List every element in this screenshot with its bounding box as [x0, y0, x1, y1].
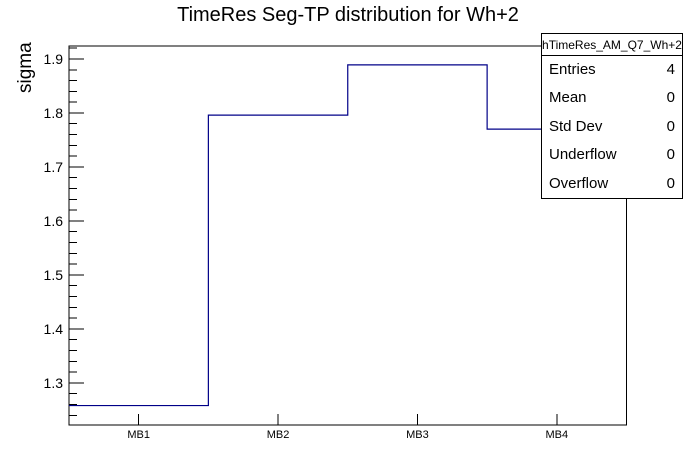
x-tick-label: MB3 [406, 429, 429, 441]
x-tick-label: MB4 [546, 429, 569, 441]
x-tick-label: MB1 [127, 429, 150, 441]
plot-frame [68, 45, 627, 426]
stat-value: 0 [666, 146, 675, 164]
stat-label: Overflow [549, 174, 609, 192]
stat-value: 0 [666, 174, 675, 192]
stats-box-header: hTimeRes_AM_Q7_Wh+2 [542, 34, 682, 56]
stat-row-overflow: Overflow 0 [542, 170, 682, 198]
y-tick-label: 1.9 [44, 51, 64, 67]
stat-row-stddev: Std Dev 0 [542, 113, 682, 141]
x-tick-label: MB2 [267, 429, 290, 441]
stats-box: hTimeRes_AM_Q7_Wh+2 Entries 4 Mean 0 Std… [541, 33, 683, 199]
y-tick-label: 1.3 [44, 375, 64, 391]
histogram-step-line [69, 64, 627, 407]
stat-row-underflow: Underflow 0 [542, 141, 682, 169]
y-tick-label: 1.7 [44, 159, 64, 175]
y-tick-label: 1.8 [44, 105, 64, 121]
stat-value: 0 [666, 117, 675, 135]
y-tick-label: 1.5 [44, 267, 64, 283]
stat-row-mean: Mean 0 [542, 84, 682, 112]
stat-value: 0 [666, 89, 675, 107]
stat-label: Std Dev [549, 117, 603, 135]
stat-label: Underflow [549, 146, 617, 164]
stat-value: 4 [666, 61, 675, 78]
chart-title: TimeRes Seg-TP distribution for Wh+2 [177, 4, 519, 26]
stat-label: Mean [549, 89, 587, 107]
y-tick-label: 1.6 [44, 213, 64, 229]
stat-label: Entries [549, 61, 596, 78]
stat-row-entries: Entries 4 [542, 56, 682, 84]
y-tick-label: 1.4 [44, 321, 64, 337]
